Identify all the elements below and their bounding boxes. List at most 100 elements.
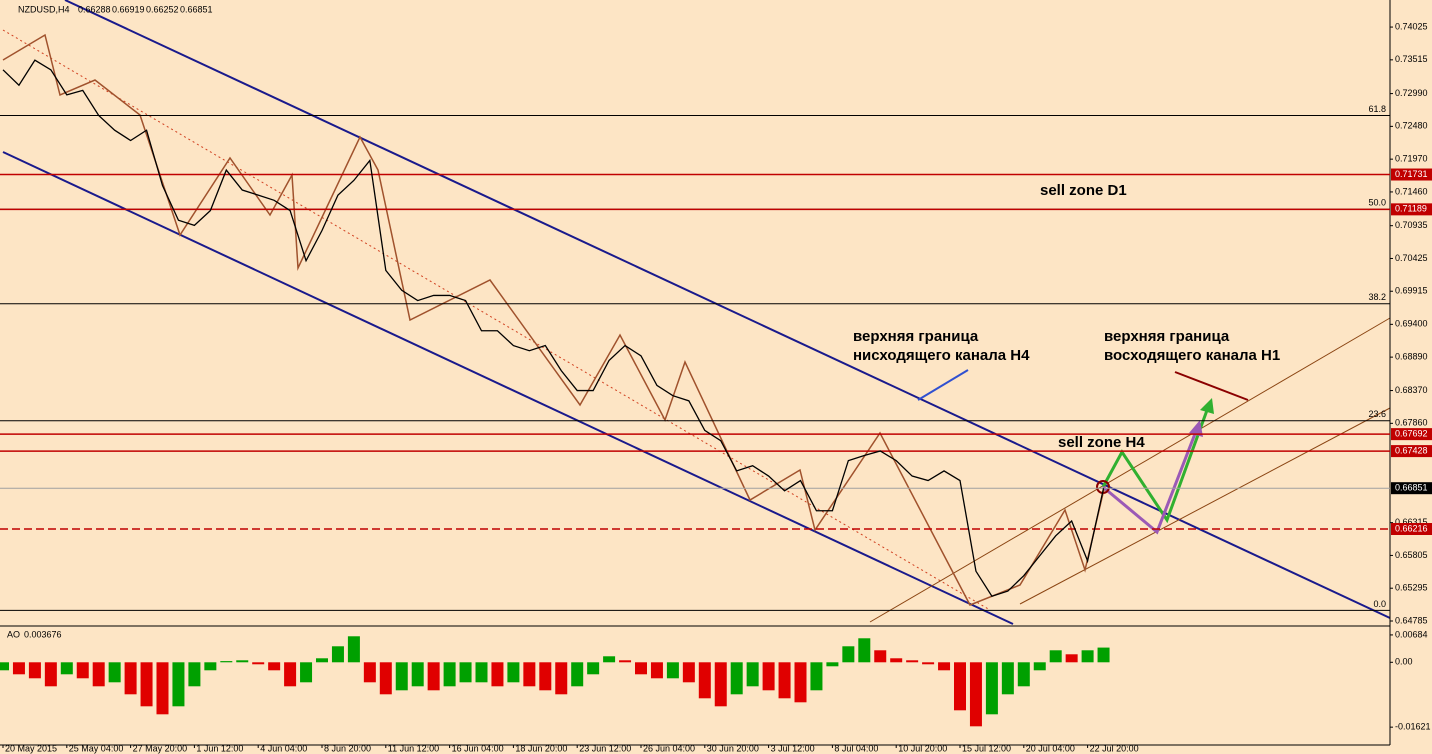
- indicator-value: 0.003676: [24, 629, 62, 639]
- ao-bar: [714, 662, 727, 707]
- green-arrow: [1101, 401, 1212, 524]
- ohlc-low: 0.66252: [146, 4, 179, 14]
- ohlc-open: 0.66288: [78, 4, 111, 14]
- dotted-trend: [2, 29, 991, 611]
- x-tick-label: 10 Jul 20:00: [898, 743, 947, 753]
- fib-label: 23.6: [1368, 409, 1386, 419]
- x-tick-label: 23 Jun 12:00: [579, 743, 631, 753]
- y-tick-label: 0.70935: [1395, 220, 1428, 230]
- ao-bar: [347, 636, 360, 663]
- ao-bar: [443, 662, 456, 687]
- x-tick-label: 20 May 2015: [5, 743, 57, 753]
- ao-bar: [826, 662, 839, 667]
- ao-bar: [1001, 662, 1014, 695]
- y-tick-label: 0.72480: [1395, 121, 1428, 131]
- annotation: верхняя граница: [853, 328, 979, 345]
- ao-bar: [698, 662, 711, 699]
- ao-bar: [619, 660, 632, 663]
- ao-bar: [523, 662, 536, 687]
- purple-arrowhead: [1189, 420, 1203, 437]
- y-tick-label: 0.70425: [1395, 253, 1428, 263]
- ao-bar: [236, 660, 249, 663]
- symbol: NZDUSD,H4: [18, 4, 70, 14]
- ao-bar: [778, 662, 791, 699]
- y-tick-label: 0.71460: [1395, 186, 1428, 196]
- fib-label: 38.2: [1368, 292, 1386, 302]
- ao-bar: [60, 662, 73, 675]
- y-tick-label: 0.73515: [1395, 54, 1428, 64]
- ao-bar: [140, 662, 153, 707]
- annotation: восходящего канала H1: [1104, 347, 1280, 364]
- ao-bar: [76, 662, 89, 679]
- y-tick-label: 0.65295: [1395, 583, 1428, 593]
- ao-bar: [284, 662, 297, 687]
- ohlc-high: 0.66919: [112, 4, 145, 14]
- ao-bar: [124, 662, 137, 695]
- ao-bar: [794, 662, 807, 703]
- h4-pointer: [917, 369, 969, 401]
- ao-bar: [1065, 654, 1078, 663]
- annotation: нисходящего канала H4: [853, 347, 1030, 364]
- price-tag: [1391, 445, 1432, 458]
- annotation: sell zone D1: [1040, 182, 1127, 199]
- y-tick-label: 0.69400: [1395, 319, 1428, 329]
- x-tick-label: 27 May 20:00: [133, 743, 188, 753]
- ao-bar: [874, 650, 887, 663]
- ao-bar: [842, 646, 855, 663]
- ao-bar: [539, 662, 552, 691]
- y-tick-label: 0.69915: [1395, 286, 1428, 296]
- x-tick-label: 3 Jul 12:00: [771, 743, 815, 753]
- y-tick-label: 0.67860: [1395, 418, 1428, 428]
- ao-bar: [316, 658, 328, 663]
- ao-bar: [1049, 650, 1062, 663]
- x-tick-label: 22 Jul 20:00: [1090, 743, 1139, 753]
- y-tick-label: 0.64785: [1395, 615, 1428, 625]
- ao-bar: [906, 660, 919, 663]
- y-tick-label: 0.66315: [1395, 517, 1428, 527]
- ao-bar: [954, 662, 966, 711]
- y-tick-label: 0.68890: [1395, 352, 1428, 362]
- y-tick-label: 0.72990: [1395, 88, 1428, 98]
- price-tag-label: 0.71189: [1395, 204, 1427, 214]
- x-tick-label: 20 Jul 04:00: [1026, 743, 1075, 753]
- price-line: [2, 59, 1105, 598]
- h1-channel-upper: [869, 317, 1391, 623]
- x-tick-label: 16 Jun 04:00: [452, 743, 504, 753]
- x-tick-label: 11 Jun 12:00: [388, 743, 439, 753]
- price-tag-label: 0.67692: [1395, 429, 1428, 439]
- ao-bar: [459, 662, 472, 683]
- price-tag: [1391, 523, 1432, 536]
- indicator-name: AO: [7, 629, 20, 639]
- y-tick-label: 0.00: [1395, 657, 1413, 667]
- ao-bar: [204, 662, 217, 671]
- ao-bar: [682, 662, 695, 683]
- ao-bar: [12, 662, 25, 675]
- ao-bar: [858, 638, 871, 663]
- ao-bar: [252, 662, 265, 665]
- ao-bar: [220, 661, 233, 663]
- ao-bar: [268, 662, 281, 671]
- ao-bar: [890, 658, 903, 663]
- y-tick-label: 0.65805: [1395, 550, 1428, 560]
- x-tick-label: 18 Jun 20:00: [515, 743, 567, 753]
- ao-bar: [603, 656, 616, 663]
- fib-label: 50.0: [1368, 198, 1386, 208]
- ao-bar: [475, 662, 488, 683]
- annotation: верхняя граница: [1104, 328, 1230, 345]
- ao-bar: [188, 662, 201, 687]
- x-tick-label: 26 Jun 04:00: [643, 743, 695, 753]
- ao-bar: [363, 662, 376, 683]
- channel-lower: [2, 151, 1014, 625]
- ao-bar: [300, 662, 313, 683]
- x-tick-label: 4 Jun 04:00: [260, 743, 307, 753]
- price-tag-label: 0.67428: [1395, 445, 1428, 455]
- ao-bar: [571, 662, 584, 687]
- y-tick-label: 0.71970: [1395, 154, 1428, 164]
- ao-bar: [730, 662, 743, 695]
- ao-bar: [28, 662, 41, 679]
- ao-bar: [746, 662, 759, 687]
- fib-label: 61.8: [1368, 104, 1386, 114]
- h1-channel-lower: [1019, 407, 1391, 605]
